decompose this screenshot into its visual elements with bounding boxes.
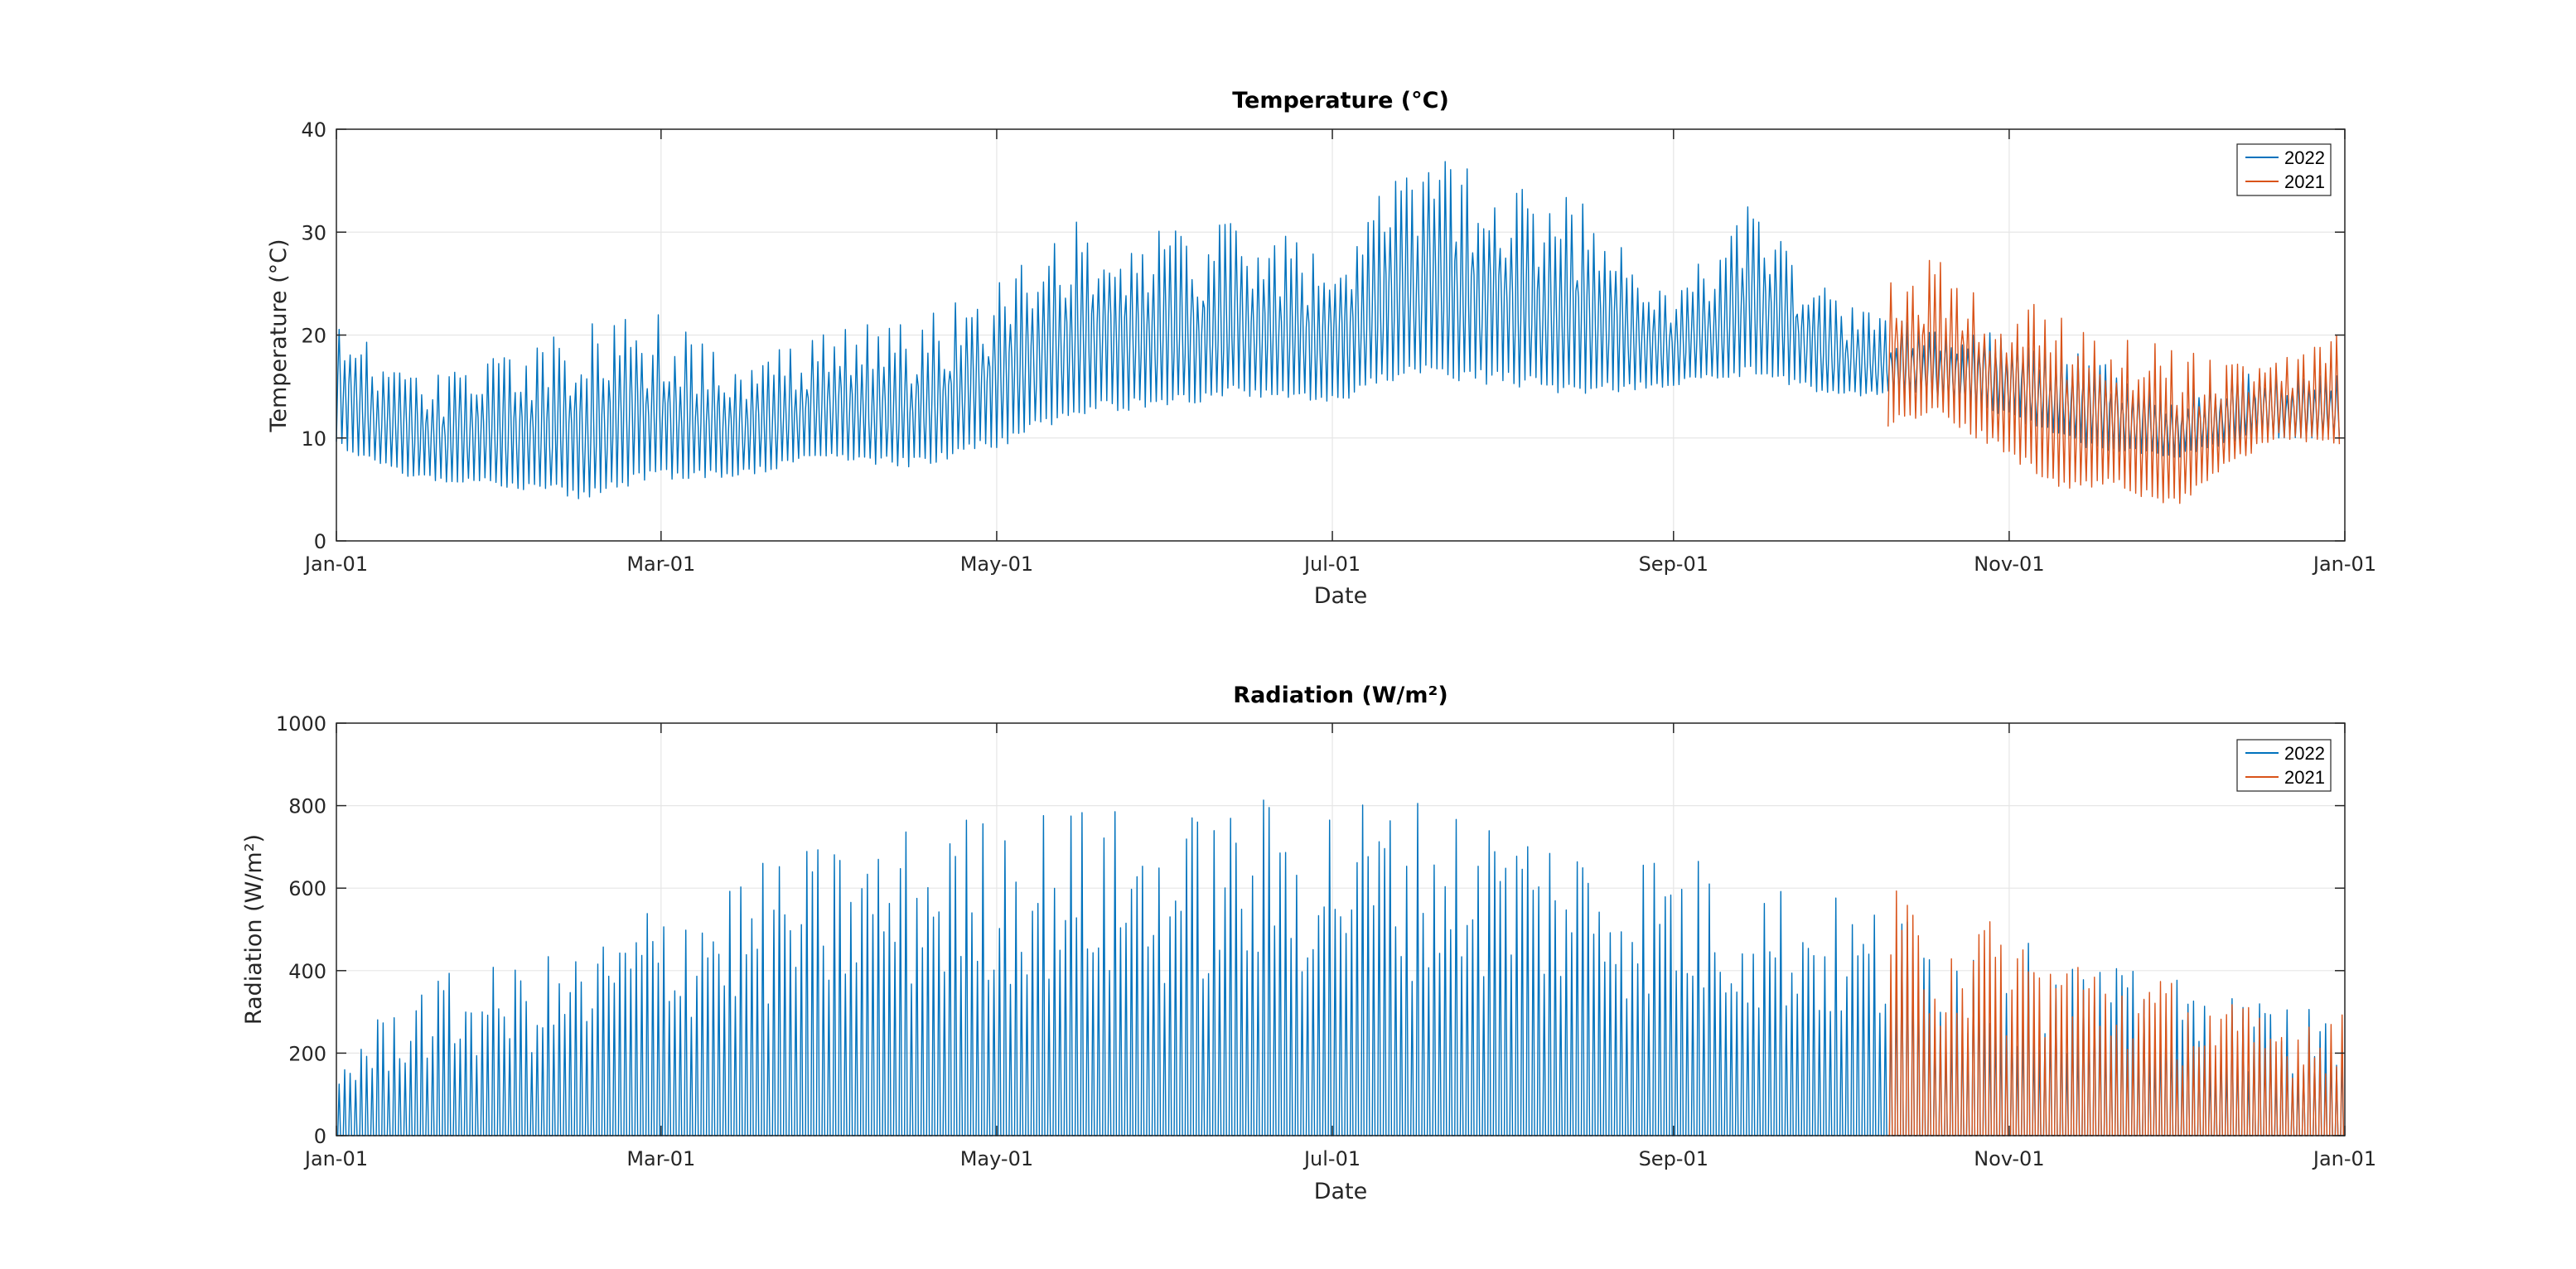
radiation-title: Radiation (W/m²) [1233,683,1447,708]
temperature-series [336,161,2341,504]
radiation-legend-label-2022: 2022 [2284,743,2325,764]
temperature-x-tick-label: Jan-01 [303,552,368,576]
radiation-legend-box [2236,739,2332,792]
temperature-legend-box [2236,143,2332,196]
temperature-x-tick-label: May-01 [960,552,1033,576]
temperature-x-tick-label: Jul-01 [1302,552,1360,576]
radiation-series [336,799,2345,1136]
radiation-x-tick-label: May-01 [960,1147,1033,1170]
radiation-legend-label-2021: 2021 [2284,767,2325,788]
radiation-ticks: Jan-01 Mar-01 May-01 Jul-01 Sep-01 Nov-01 Jan-… [276,712,2376,1170]
radiation-y-label: Radiation (W/m²) [241,834,267,1025]
radiation-x-tick-label: Jan-01 [2312,1147,2376,1170]
temperature-y-tick-label: 20 [301,325,326,348]
radiation-x-tick-label: Sep-01 [1639,1147,1708,1170]
temperature-x-label: Date [1314,583,1368,609]
radiation-axes-box [336,722,2346,1136]
radiation-y-tick-label: 600 [288,877,326,900]
temperature-y-tick-label: 30 [301,221,326,244]
radiation-y-tick-label: 200 [288,1042,326,1065]
temperature-y-tick-label: 40 [301,118,326,142]
radiation-x-tick-label: Nov-01 [1974,1147,2044,1170]
temperature-x-tick-label: Sep-01 [1639,552,1708,576]
radiation-x-tick-label: Jan-01 [303,1147,368,1170]
temperature-legend: 2022 2021 [2236,143,2332,196]
radiation-legend: 2022 2021 [2236,739,2332,792]
radiation-x-tick-label: Jul-01 [1302,1147,1360,1170]
temperature-y-tick-label: 0 [314,530,326,553]
temperature-legend-label-2022: 2022 [2284,147,2325,168]
temperature-x-tick-label: Mar-01 [626,552,695,576]
temperature-ticks: Jan-01 Mar-01 May-01 Jul-01 Sep-01 Nov-01 Jan-… [301,118,2376,576]
radiation-y-tick-label: 0 [314,1125,326,1148]
temperature-legend-label-2021: 2021 [2284,171,2325,192]
radiation-y-tick-label: 400 [288,960,326,983]
radiation-y-tick-label: 800 [288,795,326,818]
radiation-series-2021-line [1887,890,2345,1136]
temperature-y-label: Temperature (°C) [266,239,292,432]
radiation-x-label: Date [1314,1179,1368,1204]
radiation-y-tick-label: 1000 [276,712,326,736]
temperature-title: Temperature (°C) [1232,88,1449,113]
temperature-panel: Jan-01 Mar-01 May-01 Jul-01 Sep-01 Nov-01 Jan-… [266,88,2376,609]
temperature-y-tick-label: 10 [301,427,326,451]
temperature-series-2021-line [1887,259,2341,504]
temperature-x-tick-label: Jan-01 [2312,552,2376,576]
radiation-x-tick-label: Mar-01 [626,1147,695,1170]
radiation-panel: Jan-01 Mar-01 May-01 Jul-01 Sep-01 Nov-01 Jan-… [241,683,2376,1204]
temperature-x-tick-label: Nov-01 [1974,552,2044,576]
